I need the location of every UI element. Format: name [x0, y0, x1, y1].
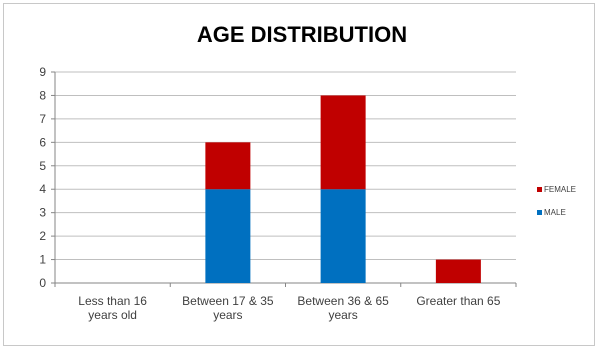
axes: [51, 71, 517, 287]
x-tick-label-line: years: [328, 308, 357, 322]
y-tick-label-0: 0: [39, 276, 46, 290]
legend: FEMALE MALE: [537, 185, 576, 217]
y-tick-label-4: 4: [39, 182, 46, 196]
bar-male-2: [320, 189, 366, 283]
x-tick-label-1: Between 17 & 35 years: [182, 294, 274, 322]
y-tick-label-1: 1: [39, 253, 46, 267]
y-tick-label-8: 8: [39, 88, 46, 102]
y-tick-label-6: 6: [39, 135, 46, 149]
y-tick-label-2: 2: [39, 229, 46, 243]
legend-swatch-female: [537, 187, 542, 192]
legend-swatch-male: [537, 210, 542, 215]
y-tick-label-9: 9: [39, 65, 46, 79]
bar-female-3: [435, 259, 481, 283]
gridlines: [55, 71, 516, 261]
bar-male-1: [205, 189, 251, 283]
bar-female-1: [205, 142, 251, 190]
legend-label-male: MALE: [544, 208, 566, 217]
y-tick-label-7: 7: [39, 112, 46, 126]
x-tick-label-line: years: [213, 308, 242, 322]
x-tick-label-2: Between 36 & 65 years: [297, 294, 389, 322]
legend-label-female: FEMALE: [544, 185, 576, 194]
x-tick-label-3: Greater than 65: [416, 294, 500, 308]
chart-frame: AGE DISTRIBUTION 0 1 2 3 4 5 6 7 8 9 Less than 16 y…: [3, 3, 595, 346]
x-tick-label-line: years old: [88, 308, 137, 322]
bar-female-2: [320, 95, 366, 190]
x-tick-label-line: Between 36 & 65: [297, 294, 389, 308]
x-tick-label-0: Less than 16 years old: [78, 294, 147, 322]
y-tick-label-5: 5: [39, 159, 46, 173]
x-tick-label-line: Between 17 & 35: [182, 294, 274, 308]
y-tick-label-3: 3: [39, 206, 46, 220]
axis-labels: 0 1 2 3 4 5 6 7 8 9 Less than 16 years old Between 1…: [39, 65, 500, 322]
x-tick-label-line: Less than 16: [78, 294, 147, 308]
chart-title: AGE DISTRIBUTION: [197, 22, 407, 47]
x-tick-label-line: Greater than 65: [416, 294, 500, 308]
bars: [205, 95, 481, 283]
